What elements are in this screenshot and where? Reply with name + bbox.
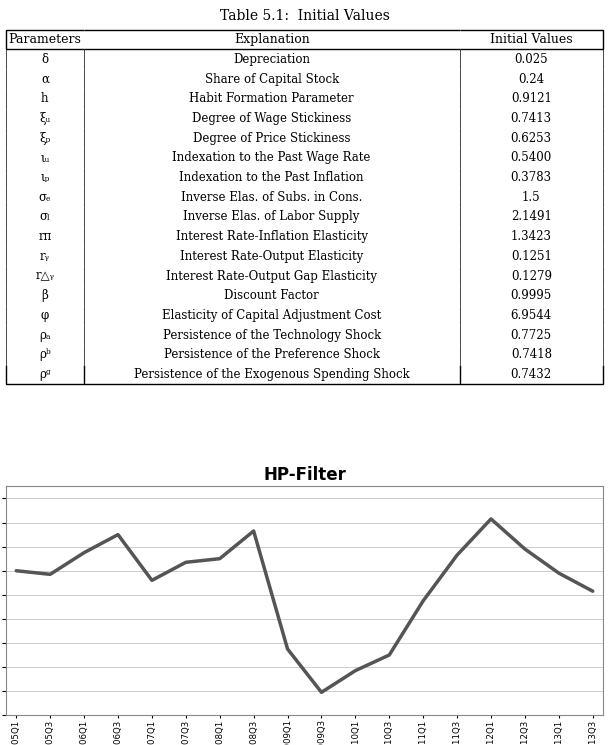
Text: Table 5.1:  Initial Values: Table 5.1: Initial Values (220, 9, 389, 22)
Title: HP-Filter: HP-Filter (263, 466, 346, 484)
